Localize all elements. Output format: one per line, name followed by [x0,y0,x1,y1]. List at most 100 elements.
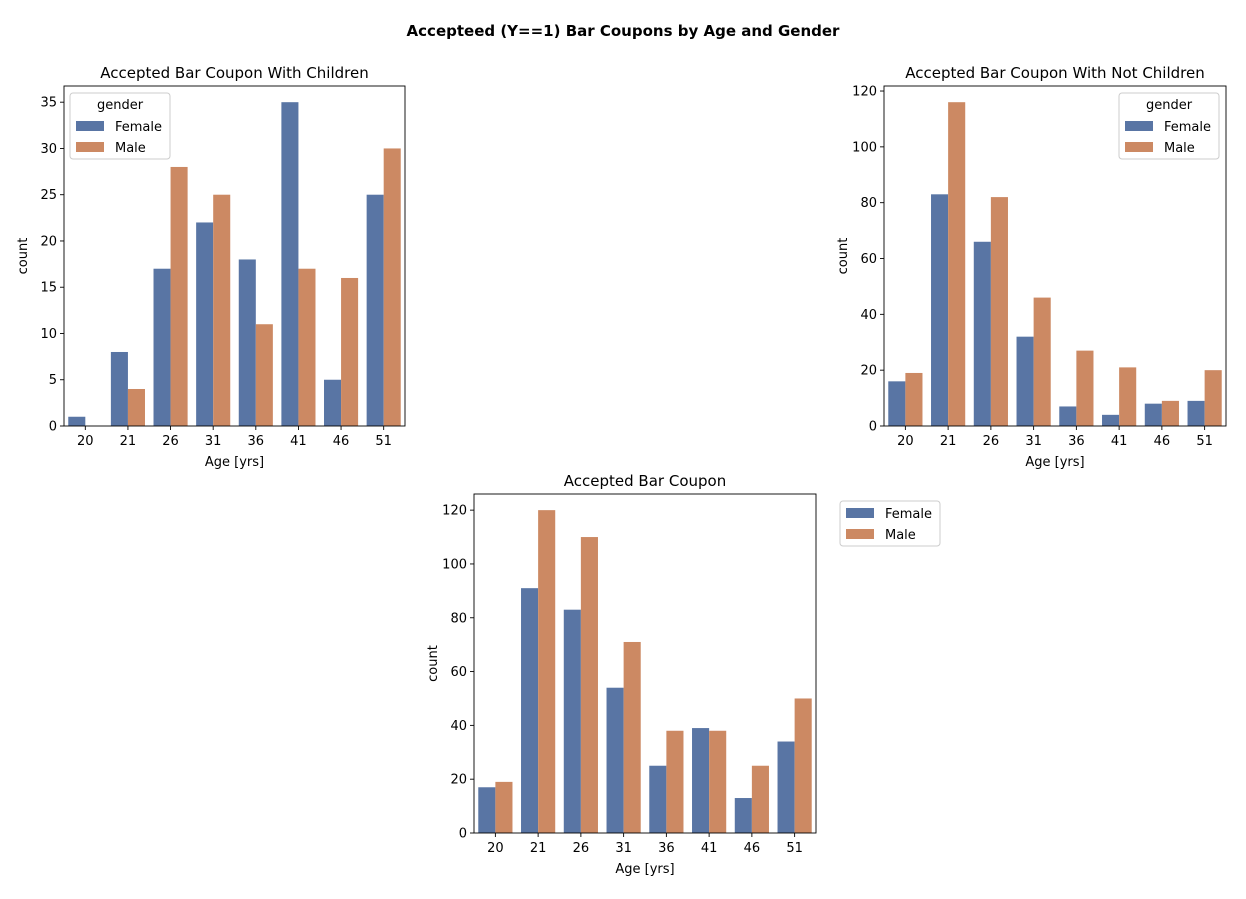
x-tick-label: 41 [701,841,718,856]
legend-label-female: Female [115,120,162,135]
bar-male-31 [623,641,641,833]
chart-with-not-children: 0 20 40 60 80 100 120 20 21 26 31 36 41 46 51 Accepted … [836,64,1227,470]
bar-female-31 [606,687,624,833]
y-tick-label: 25 [40,188,57,203]
bar-female-31 [196,222,214,426]
y-tick-label: 120 [852,85,877,100]
y-tick-label: 0 [49,420,57,435]
y-tick-label: 15 [40,281,57,296]
x-tick-label: 51 [786,841,803,856]
y-tick-label: 5 [49,373,57,388]
x-tick-label: 51 [375,434,392,449]
y-tick-label: 100 [852,140,877,155]
legend-label-female: Female [885,507,932,522]
bar-female-26 [153,268,171,426]
x-axis-label: Age [yrs] [1025,455,1084,470]
bar-male-31 [213,194,231,426]
bar-male-26 [170,166,188,426]
bar-male-36 [1076,350,1094,426]
x-tick-label: 21 [940,434,957,449]
y-tick-label: 0 [869,420,877,435]
bar-female-46 [324,379,342,426]
y-axis-label: count [836,238,851,275]
legend-swatch-female [76,121,104,131]
chart-title: Accepted Bar Coupon With Not Children [905,64,1204,82]
legend-swatch-female [846,508,874,518]
x-tick-label: 51 [1196,434,1213,449]
x-axis-label: Age [yrs] [205,455,264,470]
legend-label-female: Female [1164,120,1211,135]
y-tick-label: 40 [860,308,877,323]
legend-swatch-male [76,142,104,152]
bar-male-21 [948,102,966,426]
legend-label-male: Male [885,528,916,543]
legend-title: gender [1146,98,1193,113]
x-tick-label: 26 [983,434,1000,449]
bar-male-46 [1161,400,1179,426]
y-tick-label: 20 [860,364,877,379]
x-tick-label: 20 [487,841,504,856]
bar-female-46 [734,798,752,833]
bar-male-36 [255,324,273,426]
x-tick-label: 31 [1025,434,1042,449]
bar-male-46 [341,277,359,426]
bar-male-41 [298,268,316,426]
bar-male-31 [1033,297,1051,426]
bar-male-46 [751,765,769,833]
x-tick-label: 21 [120,434,137,449]
bar-female-21 [110,351,128,426]
x-tick-label: 36 [1068,434,1085,449]
bar-male-41 [1119,367,1137,426]
bar-female-51 [777,741,795,833]
bar-female-41 [1102,414,1120,426]
bar-female-36 [238,259,256,426]
y-tick-label: 60 [860,252,877,267]
x-tick-label: 36 [658,841,675,856]
y-tick-label: 0 [459,827,467,842]
bar-female-20 [68,416,86,426]
x-tick-label: 46 [333,434,350,449]
y-tick-label: 60 [450,665,467,680]
legend: gender Female Male [69,92,171,160]
y-axis-label: count [16,238,31,275]
x-tick-label: 46 [744,841,761,856]
bar-female-36 [1059,406,1077,426]
legend-title: gender [97,98,144,113]
y-tick-label: 20 [450,773,467,788]
x-tick-label: 26 [573,841,590,856]
bar-male-41 [709,730,727,833]
bar-male-21 [127,388,145,426]
y-tick-label: 80 [450,611,467,626]
y-tick-label: 10 [40,327,57,342]
bar-female-41 [692,728,710,833]
legend-swatch-male [846,529,874,539]
y-axis-label: count [426,645,441,682]
legend-label-male: Male [115,141,146,156]
bar-male-20 [905,372,923,426]
bar-female-26 [973,241,991,426]
y-tick-label: 80 [860,196,877,211]
bar-female-41 [281,102,299,426]
axes-frame [63,85,406,427]
bar-female-20 [478,787,496,833]
bar-male-26 [580,537,598,833]
bar-female-26 [563,609,581,833]
bar-male-36 [666,730,684,833]
bar-female-20 [888,381,906,426]
x-tick-label: 36 [248,434,265,449]
bar-male-51 [1204,370,1222,426]
bar-female-31 [1016,336,1034,426]
bar-male-20 [495,781,513,833]
x-tick-label: 20 [77,434,94,449]
x-tick-label: 46 [1154,434,1171,449]
bar-female-21 [521,588,539,833]
legend-swatch-male [1125,142,1153,152]
x-tick-label: 26 [162,434,179,449]
legend-label-male: Male [1164,141,1195,156]
y-tick-label: 100 [442,557,467,572]
y-tick-label: 35 [40,96,57,111]
bar-male-51 [794,698,812,833]
legend: Female Male [839,500,941,547]
x-tick-label: 31 [205,434,222,449]
